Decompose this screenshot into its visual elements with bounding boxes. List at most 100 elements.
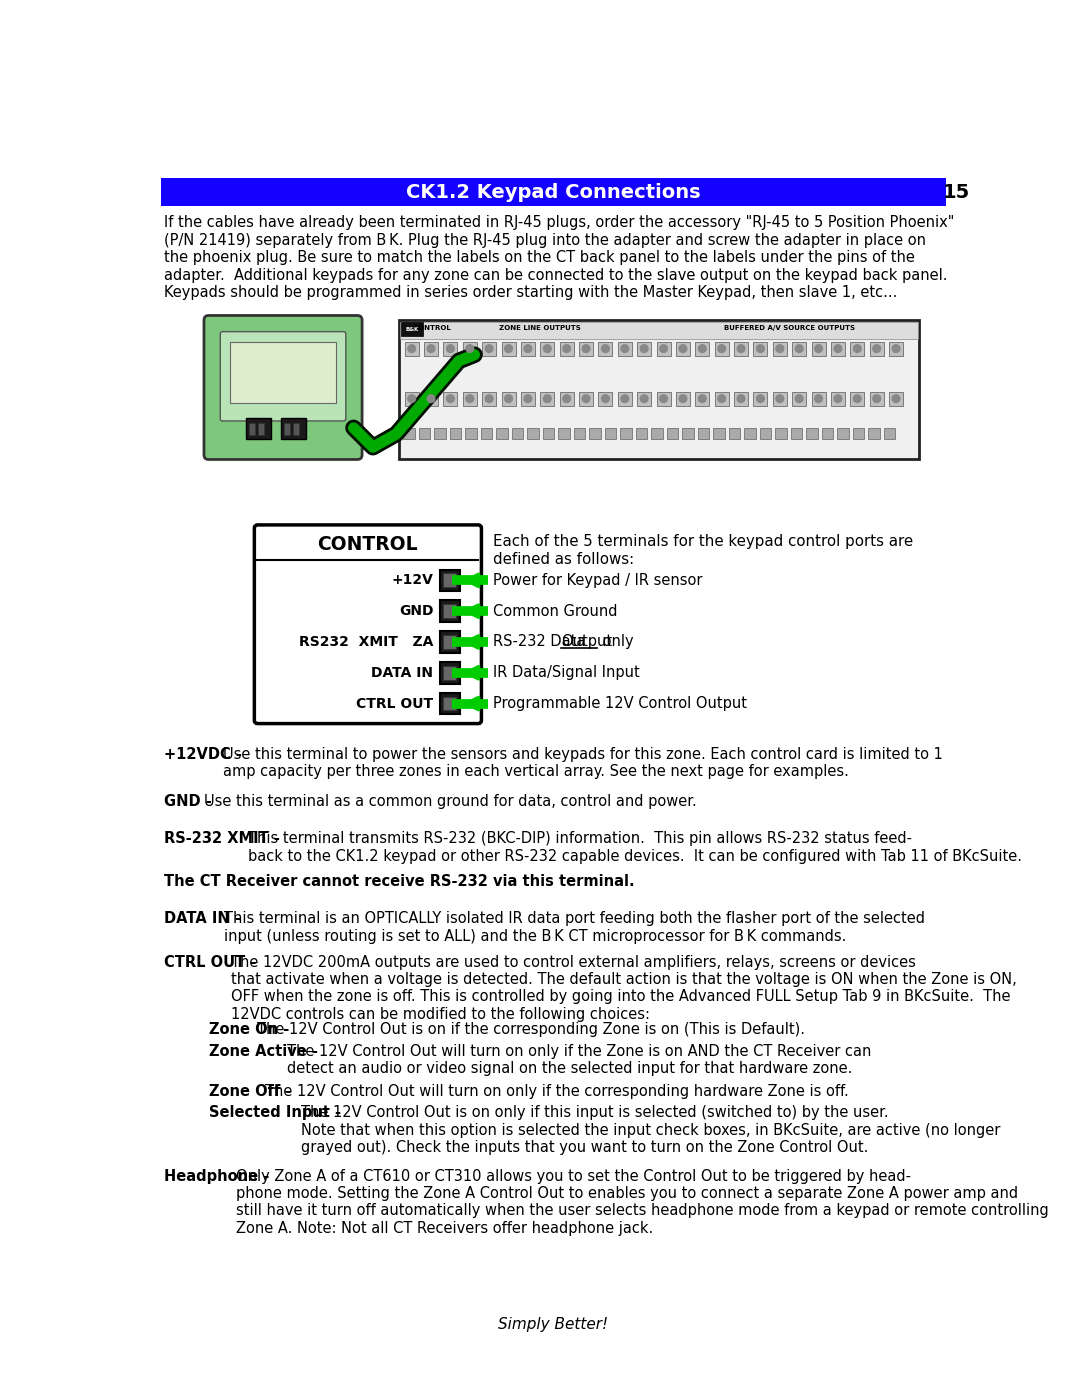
Bar — [482, 391, 496, 405]
Bar — [696, 342, 710, 355]
Bar — [444, 697, 456, 711]
Circle shape — [775, 345, 784, 352]
Bar — [246, 418, 271, 440]
Text: Programmable 12V Control Output: Programmable 12V Control Output — [494, 696, 747, 711]
FancyBboxPatch shape — [204, 316, 362, 460]
Circle shape — [446, 345, 455, 352]
Text: CTRL OUT: CTRL OUT — [356, 697, 433, 711]
Circle shape — [465, 345, 474, 352]
Text: 15: 15 — [943, 183, 970, 201]
Bar — [713, 427, 725, 439]
Bar — [444, 666, 456, 680]
Bar — [573, 427, 585, 439]
Bar — [540, 342, 554, 355]
Circle shape — [757, 345, 765, 352]
Bar — [618, 391, 632, 405]
Circle shape — [718, 395, 726, 402]
Bar — [482, 342, 496, 355]
Text: CK1.2 Keypad Connections: CK1.2 Keypad Connections — [406, 183, 701, 201]
Bar — [449, 427, 461, 439]
Bar — [754, 391, 768, 405]
Text: The 12V Control Out is on only if this input is selected (switched to) by the us: The 12V Control Out is on only if this i… — [301, 1105, 1000, 1155]
Text: DATA IN: DATA IN — [372, 666, 433, 680]
Circle shape — [563, 395, 570, 402]
Circle shape — [408, 345, 416, 352]
Circle shape — [602, 345, 609, 352]
Bar — [837, 427, 849, 439]
Bar — [637, 342, 651, 355]
Bar — [791, 427, 802, 439]
Circle shape — [814, 395, 823, 402]
Circle shape — [738, 345, 745, 352]
Text: RS-232 Data: RS-232 Data — [494, 634, 590, 650]
Bar — [696, 391, 710, 405]
Bar — [293, 422, 299, 434]
Circle shape — [621, 395, 629, 402]
Bar — [501, 391, 515, 405]
Bar — [715, 391, 729, 405]
Circle shape — [892, 395, 900, 402]
Bar — [444, 605, 456, 617]
Circle shape — [834, 345, 841, 352]
Bar — [440, 601, 460, 622]
Bar — [822, 427, 834, 439]
Circle shape — [640, 395, 648, 402]
Circle shape — [563, 345, 570, 352]
Bar — [676, 391, 690, 405]
Bar — [400, 321, 918, 338]
Circle shape — [873, 395, 880, 402]
Bar — [618, 342, 632, 355]
Bar — [424, 391, 438, 405]
Circle shape — [853, 345, 861, 352]
Text: DATA IN -: DATA IN - — [164, 911, 246, 926]
Text: Use this terminal to power the sensors and keypads for this zone. Each control c: Use this terminal to power the sensors a… — [224, 746, 943, 780]
Bar — [773, 342, 786, 355]
Circle shape — [485, 395, 494, 402]
Bar — [868, 427, 880, 439]
Bar — [883, 427, 895, 439]
Text: B&K: B&K — [405, 327, 418, 332]
Bar — [715, 342, 729, 355]
Bar — [463, 342, 476, 355]
Bar — [465, 427, 476, 439]
Bar — [463, 391, 476, 405]
Text: RS-232 XMIT -: RS-232 XMIT - — [164, 831, 285, 847]
Bar — [651, 427, 663, 439]
Bar — [869, 391, 883, 405]
Circle shape — [679, 395, 687, 402]
Circle shape — [504, 395, 512, 402]
Bar — [284, 422, 291, 434]
Bar — [831, 391, 845, 405]
Text: IR Data/Signal Input: IR Data/Signal Input — [494, 665, 639, 680]
Text: GND -: GND - — [164, 795, 217, 809]
Bar — [666, 427, 678, 439]
Text: The 12V Control Out will turn on only if the Zone is on AND the CT Receiver can
: The 12V Control Out will turn on only if… — [287, 1044, 872, 1076]
Bar — [850, 342, 864, 355]
Text: This terminal is an OPTICALLY isolated IR data port feeding both the flasher por: This terminal is an OPTICALLY isolated I… — [225, 911, 926, 944]
FancyBboxPatch shape — [220, 331, 346, 420]
Text: Simply Better!: Simply Better! — [499, 1317, 608, 1333]
Bar — [444, 342, 458, 355]
Circle shape — [775, 395, 784, 402]
Bar — [405, 391, 419, 405]
Bar — [850, 391, 864, 405]
Text: B & K: B & K — [501, 1263, 606, 1296]
Text: The 12V Control Out will turn on only if the corresponding hardware Zone is off.: The 12V Control Out will turn on only if… — [266, 1084, 849, 1099]
Bar — [729, 427, 740, 439]
Text: +12V: +12V — [391, 573, 433, 587]
Bar — [598, 391, 612, 405]
Bar — [440, 631, 460, 652]
Bar — [579, 391, 593, 405]
Bar — [440, 662, 460, 683]
Bar — [657, 391, 671, 405]
Circle shape — [485, 345, 494, 352]
Bar — [444, 573, 456, 587]
Bar — [811, 342, 825, 355]
Text: Zone On -: Zone On - — [210, 1023, 295, 1038]
Bar — [579, 342, 593, 355]
Circle shape — [699, 345, 706, 352]
Circle shape — [543, 395, 551, 402]
Bar — [527, 427, 539, 439]
Bar — [620, 427, 632, 439]
Bar — [811, 391, 825, 405]
